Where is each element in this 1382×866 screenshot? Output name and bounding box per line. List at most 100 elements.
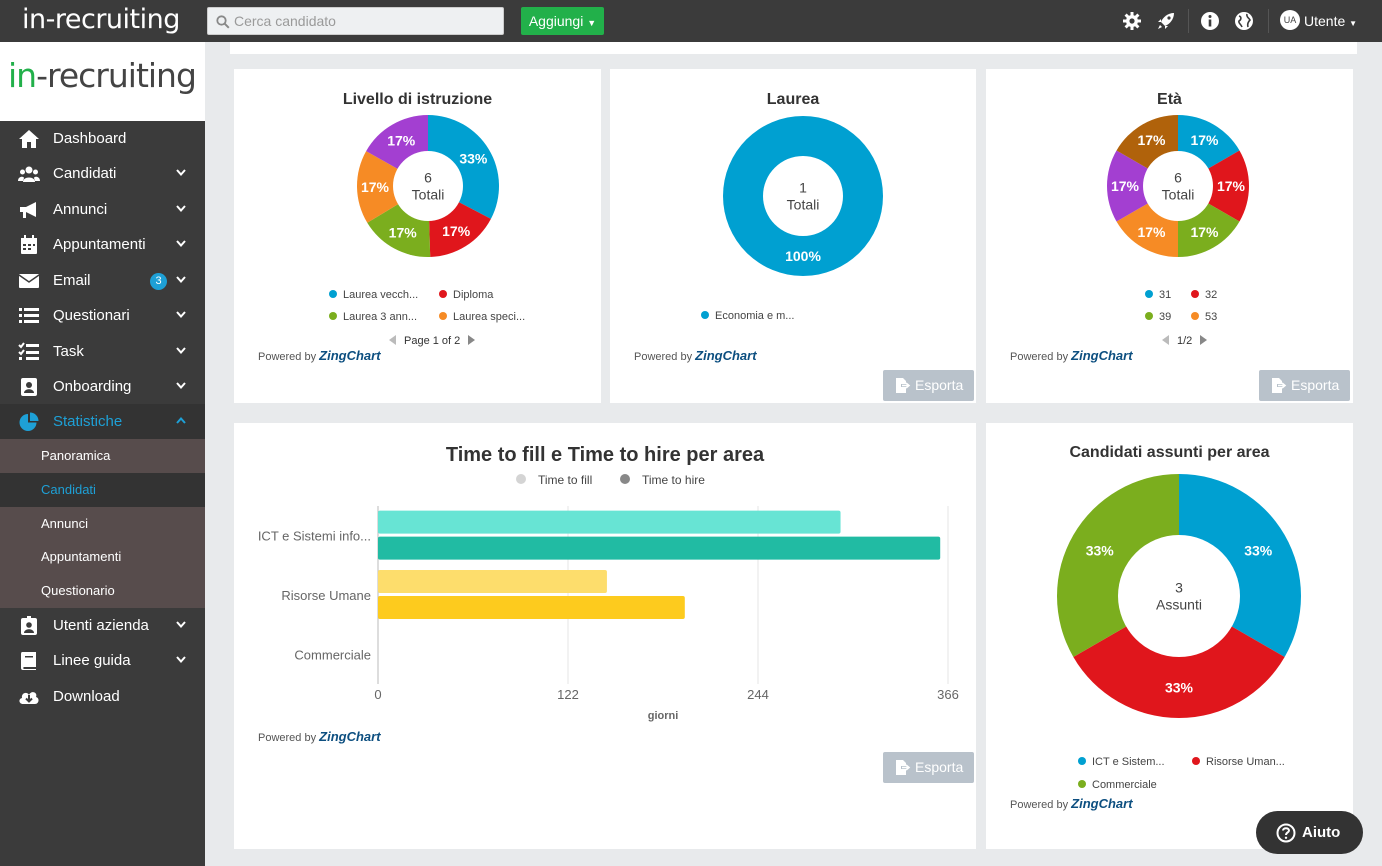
card-time-to-fill: Time to fill e Time to hire per area Tim… <box>234 423 976 849</box>
legend-item[interactable]: Economia e m... <box>701 310 794 322</box>
main-content: Livello di istruzione 33% 17% 17% 17% 17% 6 To… <box>205 42 1382 866</box>
sidebar-item-label: Questionari <box>53 307 130 324</box>
sidebar-item-onboarding[interactable]: Onboarding <box>0 369 205 404</box>
chevron-down-icon <box>176 347 186 355</box>
slice-value-label: 17% <box>1137 224 1166 240</box>
y-category-label: Commerciale <box>294 647 371 662</box>
book-icon <box>21 652 36 670</box>
sidebar-item-questionari[interactable]: Questionari <box>0 298 205 333</box>
next-page-icon[interactable] <box>1200 335 1208 345</box>
bar[interactable] <box>378 596 685 619</box>
export-button[interactable]: Esporta <box>883 752 974 783</box>
sidebar-item-download[interactable]: Download <box>0 679 205 714</box>
globe-icon[interactable] <box>1234 11 1254 31</box>
zingchart-link[interactable]: ZingChart <box>695 348 757 363</box>
sidebar-subitem-questionario[interactable]: Questionario <box>0 574 205 608</box>
home-icon <box>19 130 39 148</box>
prev-page-icon[interactable] <box>389 335 396 345</box>
zingchart-link[interactable]: ZingChart <box>1071 796 1133 811</box>
legend-marker <box>1145 290 1153 298</box>
id-card-icon <box>21 378 37 396</box>
legend-item[interactable]: ICT e Sistem... <box>1078 756 1165 768</box>
user-menu[interactable]: UA Utente ▼ <box>1280 10 1357 32</box>
app-logo[interactable]: in-recruiting <box>22 4 180 35</box>
rocket-icon[interactable] <box>1156 11 1176 31</box>
sidebar-item-utenti-azienda[interactable]: Utenti azienda <box>0 608 205 643</box>
bar[interactable] <box>378 570 607 593</box>
sidebar-subitem-annunci[interactable]: Annunci <box>0 507 205 541</box>
chart-title: Laurea <box>766 91 820 108</box>
zingchart-link[interactable]: ZingChart <box>1071 348 1133 363</box>
legend-item[interactable]: Time to hire <box>620 473 705 487</box>
tasklist-icon <box>18 342 39 360</box>
legend-item[interactable]: Laurea 3 ann... <box>329 311 417 323</box>
legend-item[interactable]: Laurea speci... <box>439 311 525 323</box>
sidebar-subitem-appuntamenti[interactable]: Appuntamenti <box>0 540 205 574</box>
gear-icon[interactable] <box>1122 11 1142 31</box>
next-page-icon[interactable] <box>468 335 476 345</box>
pie-slice[interactable] <box>1178 150 1249 222</box>
export-label: Esporta <box>915 377 964 393</box>
bar[interactable] <box>378 536 941 560</box>
sidebar-item-appuntamenti[interactable]: Appuntamenti <box>0 227 205 262</box>
legend-item[interactable]: 31 <box>1145 289 1171 301</box>
export-button[interactable]: Esporta <box>1259 370 1350 401</box>
powered-by: Powered by ZingChart <box>258 729 381 744</box>
export-button[interactable]: Esporta <box>883 370 974 401</box>
add-button[interactable]: Aggiungi ▼ <box>521 7 604 35</box>
pie-slice[interactable] <box>1107 150 1178 222</box>
slice-value-label: 17% <box>387 132 416 148</box>
sidebar-item-linee-guida[interactable]: Linee guida <box>0 643 205 678</box>
sidebar-item-dashboard[interactable]: Dashboard <box>0 121 205 156</box>
legend-pager: Page 1 of 2 <box>389 335 476 347</box>
sidebar-item-annunci[interactable]: Annunci <box>0 192 205 227</box>
pie-slice[interactable] <box>357 151 428 223</box>
center-value: 3 <box>1175 580 1183 596</box>
zingchart-link[interactable]: ZingChart <box>319 348 381 363</box>
sidebar-subitem-candidati[interactable]: Candidati <box>0 473 205 507</box>
card-livello-istruzione: Livello di istruzione 33% 17% 17% 17% 17% 6 To… <box>234 69 601 403</box>
legend-item[interactable]: Risorse Uman... <box>1192 756 1285 768</box>
brand-prefix: in <box>8 56 37 95</box>
bar-chart[interactable]: 0 122 244 366 ICT e Sistemi info... Risorse U… <box>234 493 976 733</box>
slice-value-label: 33% <box>1165 680 1194 696</box>
legend-marker <box>701 311 709 319</box>
sidebar-subitem-panoramica[interactable]: Panoramica <box>0 439 205 473</box>
sidebar-item-statistiche[interactable]: Statistiche <box>0 404 205 439</box>
legend-item[interactable]: Time to fill <box>516 473 592 487</box>
legend-item[interactable]: Diploma <box>439 289 493 301</box>
caret-down-icon: ▼ <box>1349 19 1358 28</box>
envelope-icon <box>18 274 40 288</box>
slice-value-label: 33% <box>1086 542 1115 558</box>
brand-logo[interactable]: in-recruiting <box>0 42 205 121</box>
sidebar-item-task[interactable]: Task <box>0 334 205 369</box>
user-name: Utente <box>1304 13 1346 29</box>
unread-count-badge: 3 <box>150 273 167 290</box>
legend-item[interactable]: Commerciale <box>1078 779 1157 791</box>
help-button[interactable]: Aiuto <box>1256 811 1363 854</box>
center-label: Totali <box>787 196 820 212</box>
legend-item[interactable]: 39 <box>1145 311 1171 323</box>
sidebar-item-candidati[interactable]: Candidati <box>0 156 205 191</box>
info-icon[interactable] <box>1200 11 1220 31</box>
bar[interactable] <box>378 510 841 534</box>
legend-item[interactable]: 32 <box>1191 289 1217 301</box>
legend-label: Time to hire <box>642 473 705 487</box>
prev-page-icon[interactable] <box>1162 335 1169 345</box>
donut-hole <box>393 151 463 221</box>
zingchart-link[interactable]: ZingChart <box>319 729 381 744</box>
legend-marker <box>1078 757 1086 765</box>
legend-item[interactable]: Laurea vecch... <box>329 289 418 301</box>
chevron-down-icon <box>176 311 186 319</box>
slice-value-label: 17% <box>1190 132 1219 148</box>
search-box[interactable] <box>207 7 504 35</box>
legend-label: 31 <box>1159 289 1172 301</box>
sidebar-item-email[interactable]: Email 3 <box>0 263 205 298</box>
legend-item[interactable]: 53 <box>1191 311 1217 323</box>
search-input[interactable] <box>234 10 499 32</box>
